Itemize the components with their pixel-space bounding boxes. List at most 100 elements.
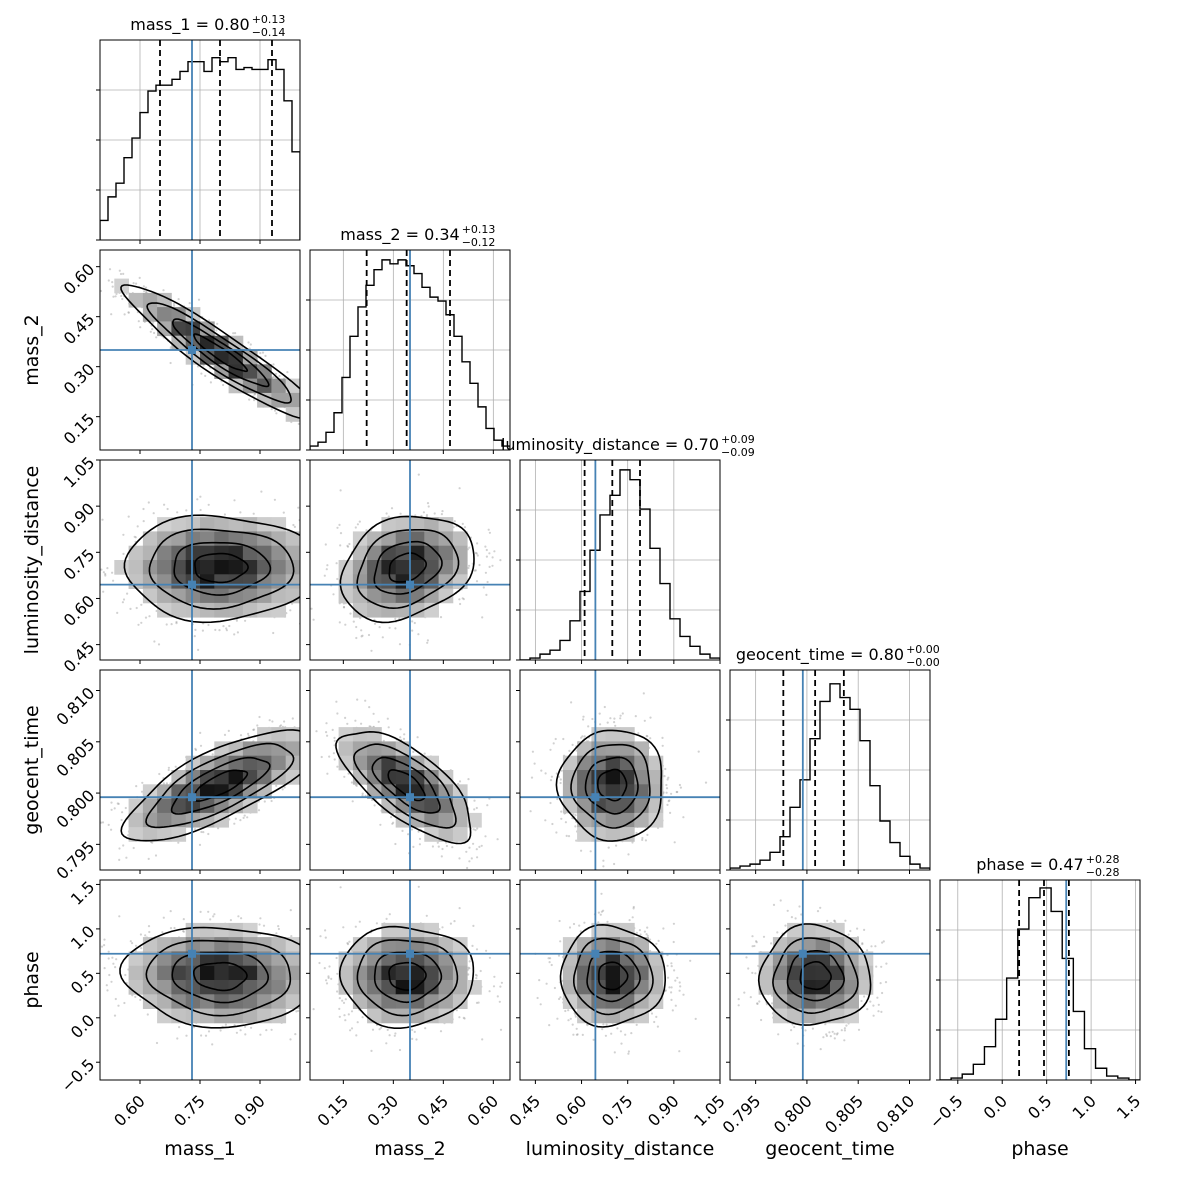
hist-title-luminosity_distance: luminosity_distance = 0.70 — [501, 435, 719, 455]
hist-title-err-plus: +0.00 — [906, 643, 940, 656]
hist-title-phase: phase = 0.47 — [976, 855, 1083, 874]
contours — [555, 729, 663, 842]
y-axis-label-geocent_time: geocent_time — [21, 705, 43, 834]
hist-panel-phase: phase = 0.47 +0.28−0.28 — [936, 853, 1141, 1081]
histogram-line — [100, 57, 300, 240]
panel-frame — [309, 459, 511, 661]
density-cells — [338, 922, 482, 1024]
grid — [730, 670, 930, 870]
y-tick-label: 0.60 — [60, 591, 99, 630]
hist-title-err-plus: +0.28 — [1086, 853, 1120, 866]
x-tick-label: 0.805 — [821, 1091, 867, 1137]
panel-frame — [519, 669, 721, 871]
truth-marker — [406, 949, 414, 958]
histogram-line — [730, 683, 930, 870]
x-tick-label: 0.0 — [980, 1091, 1011, 1122]
truth-marker — [406, 793, 414, 802]
x-axis-label-mass_2: mass_2 — [374, 1138, 446, 1160]
y-tick-label: 0.30 — [60, 360, 99, 399]
x-tick-label: 0.60 — [110, 1091, 149, 1130]
truth-marker — [188, 580, 196, 589]
hist-panel-mass_2: mass_2 = 0.34 +0.13−0.12 — [306, 223, 511, 451]
x-tick-label: 0.5 — [1024, 1091, 1055, 1122]
density-cells — [128, 727, 300, 842]
hist-panel-mass_1: mass_1 = 0.80 +0.13−0.14 — [96, 13, 301, 241]
x-tick-label: 0.75 — [170, 1091, 209, 1130]
x-tick-label: 0.45 — [414, 1091, 453, 1130]
y-tick-label: 0.45 — [60, 310, 99, 349]
hist-panel-geocent_time: geocent_time = 0.80 +0.00−0.00 — [726, 643, 940, 871]
panel-frame — [729, 879, 931, 1081]
x-tick-label: 0.45 — [506, 1091, 545, 1130]
x-axis-label-mass_1: mass_1 — [164, 1138, 236, 1160]
hist-title-mass_1: mass_1 = 0.80 — [130, 15, 249, 35]
y-axis-label-phase: phase — [21, 951, 43, 1008]
y-tick-label: 0.800 — [53, 786, 99, 832]
hist-title-mass_2: mass_2 = 0.34 — [340, 225, 459, 245]
density-cells — [338, 517, 468, 618]
hist-panel-luminosity_distance: luminosity_distance = 0.70 +0.09−0.09 — [501, 433, 755, 661]
contours — [559, 923, 667, 1028]
y-tick-label: 0.0 — [67, 1011, 98, 1042]
y-tick-label: 0.15 — [60, 410, 99, 449]
y-tick-label: 1.05 — [60, 453, 99, 492]
hist-title-err-plus: +0.09 — [721, 433, 755, 446]
density-panel-mass_1-vs-geocent_time — [99, 669, 301, 871]
y-tick-label: 0.90 — [60, 499, 99, 538]
density-panel-luminosity_distance-vs-geocent_time — [519, 669, 721, 871]
density-panel-mass_2-vs-luminosity_distance — [309, 459, 511, 661]
density-panel-luminosity_distance-vs-phase — [519, 879, 721, 1081]
hist-title-geocent_time: geocent_time = 0.80 — [736, 645, 904, 665]
x-tick-label: 0.75 — [598, 1091, 637, 1130]
x-axis-phase: −0.5 0.0 0.5 1.0 1.5 phase — [926, 1091, 1145, 1160]
x-tick-label: 0.795 — [719, 1091, 765, 1137]
y-tick-label: 0.5 — [67, 966, 98, 997]
hist-title-err-plus: +0.13 — [252, 13, 286, 26]
density-cells — [114, 517, 300, 618]
histogram-line — [940, 887, 1140, 1080]
truth-marker — [406, 580, 414, 589]
x-tick-label: 0.800 — [770, 1091, 816, 1137]
x-tick-label: 0.60 — [552, 1091, 591, 1130]
hist-title-err-plus: +0.13 — [462, 223, 496, 236]
y-tick-label: 1.0 — [67, 922, 98, 953]
truth-marker — [591, 793, 600, 802]
y-tick-label: −0.5 — [57, 1055, 98, 1096]
grid — [100, 40, 300, 240]
y-tick-label: 0.810 — [53, 683, 99, 729]
histogram-line — [520, 469, 720, 660]
hist-title-err-minus: −0.28 — [1086, 866, 1120, 879]
y-axis-mass_2: 0.15 0.30 0.45 0.60 mass_2 — [21, 260, 100, 449]
hist-title-err-minus: −0.14 — [252, 26, 286, 39]
density-panel-mass_1-vs-phase — [99, 879, 301, 1081]
panel-frame — [309, 879, 511, 1081]
x-tick-label: 0.90 — [644, 1091, 683, 1130]
grid — [940, 880, 1140, 1080]
hist-title-err-minus: −0.09 — [721, 446, 755, 459]
x-tick-label: 1.5 — [1113, 1091, 1144, 1122]
x-axis-label-luminosity_distance: luminosity_distance — [526, 1138, 715, 1160]
y-axis-label-mass_2: mass_2 — [21, 314, 43, 386]
contours — [123, 514, 300, 624]
contours — [335, 730, 472, 845]
truth-marker — [188, 346, 196, 354]
density-cells — [562, 727, 664, 842]
truth-marker — [798, 949, 807, 958]
truth-marker — [188, 949, 196, 958]
panel-frame — [519, 879, 721, 1081]
hist-title-err-minus: −0.00 — [906, 656, 940, 669]
y-tick-label: 0.805 — [53, 735, 99, 781]
hist-title-err-minus: −0.12 — [462, 236, 496, 249]
truth-marker — [591, 949, 600, 958]
x-axis-label-geocent_time: geocent_time — [765, 1138, 894, 1160]
truth-marker — [188, 793, 196, 802]
x-tick-label: 0.90 — [230, 1091, 269, 1130]
x-axis-mass_1: 0.60 0.75 0.90 mass_1 — [110, 1091, 269, 1160]
density-panel-mass_1-vs-mass_2 — [99, 249, 301, 451]
y-tick-label: 0.75 — [60, 545, 99, 584]
density-panel-geocent_time-vs-phase — [729, 879, 931, 1081]
